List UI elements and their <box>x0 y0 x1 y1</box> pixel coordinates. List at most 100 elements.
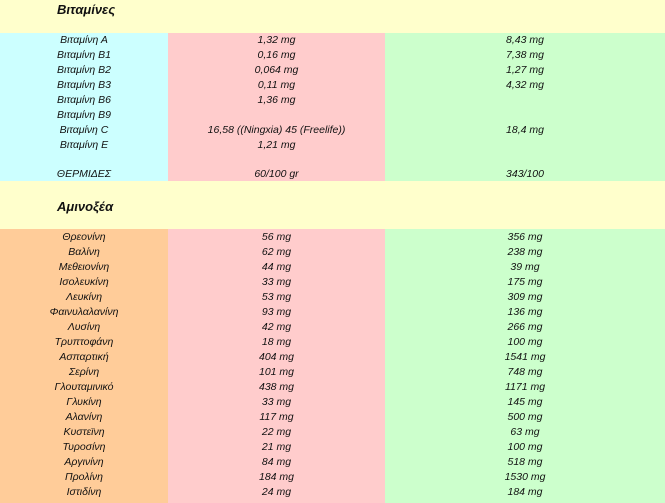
value-2-cell: 343/100 <box>506 168 544 180</box>
value-1-cell: 1,36 mg <box>257 94 296 106</box>
amino-acid-row: Φαινυλαλανίνη 93 mg 136 mg <box>0 305 665 320</box>
amino-acid-row: Προλίνη 184 mg 1530 mg <box>0 470 665 485</box>
amino-acid-row: Ιστιδίνη 24 mg 184 mg <box>0 485 665 500</box>
value-2-cell: 309 mg <box>507 291 543 303</box>
name-cell: Λυσίνη <box>67 321 101 333</box>
value-1-cell: 53 mg <box>261 291 292 303</box>
value-2-cell: 39 mg <box>510 261 540 273</box>
value-1-cell: 33 mg <box>261 276 292 288</box>
name-cell: Βιταμίνη Β3 <box>56 79 112 91</box>
name-cell: Φαινυλαλανίνη <box>49 306 119 318</box>
name-cell: Βιταμίνη Ε <box>59 139 109 151</box>
value-1-cell: 0,064 mg <box>254 64 299 76</box>
value-1-cell: 44 mg <box>261 261 292 273</box>
value-1-cell: 0,16 mg <box>257 49 296 61</box>
value-1-cell: 404 mg <box>258 351 295 363</box>
amino-acid-row: Γλυκίνη 33 mg 145 mg <box>0 395 665 410</box>
value-2-cell: 145 mg <box>507 396 543 408</box>
value-1-cell: 101 mg <box>258 366 295 378</box>
value-2-cell: 100 mg <box>507 336 543 348</box>
name-cell: Βιταμίνη Β9 <box>56 109 112 121</box>
amino-acid-row: Βαλίνη 62 mg 238 mg <box>0 245 665 260</box>
value-1-cell: 184 mg <box>258 471 295 483</box>
value-2-cell: 63 mg <box>510 426 540 438</box>
value-2-cell: 8,43 mg <box>506 34 544 46</box>
value-2-cell: 518 mg <box>507 456 543 468</box>
name-cell: Βιταμίνη Β2 <box>56 64 112 76</box>
value-1-cell: 22 mg <box>261 426 292 438</box>
amino-acid-row: Θρεονίνη 56 mg 356 mg <box>0 230 665 245</box>
value-2-cell: 18,4 mg <box>506 124 544 136</box>
amino-acids-table: Θρεονίνη 56 mg 356 mg Βαλίνη 62 mg 238 mg Μεθε… <box>0 229 665 503</box>
name-cell: Τρυπτοφάνη <box>54 336 114 348</box>
name-cell: Ασπαρτική <box>59 351 109 363</box>
name-cell: Μεθειονίνη <box>58 261 110 273</box>
vitamins-title: Βιταμίνες <box>57 2 116 17</box>
value-2-cell: 356 mg <box>507 231 543 243</box>
vitamin-row: Βιταμίνη Β3 0,11 mg 4,32 mg <box>0 78 665 93</box>
name-cell: Σερίνη <box>68 366 100 378</box>
amino-acid-row: Τυροσίνη 21 mg 100 mg <box>0 440 665 455</box>
value-2-cell: 4,32 mg <box>506 79 544 91</box>
amino-acid-row: Τρυπτοφάνη 18 mg 100 mg <box>0 335 665 350</box>
vitamin-row: Βιταμίνη Β9 <box>0 108 665 123</box>
name-cell: ΘΕΡΜΙΔΕΣ <box>56 168 112 180</box>
value-2-cell: 175 mg <box>507 276 543 288</box>
name-cell: Βιταμίνη Α <box>60 34 108 46</box>
value-column-1 <box>168 229 385 503</box>
value-1-cell: 1,21 mg <box>257 139 296 151</box>
amino-acid-row: Γλουταμινικό 438 mg 1171 mg <box>0 380 665 395</box>
name-cell: Θρεονίνη <box>62 231 106 243</box>
value-1-cell: 1,32 mg <box>257 34 296 46</box>
vitamin-row: Βιταμίνη Β6 1,36 mg <box>0 93 665 108</box>
value-1-cell: 18 mg <box>261 336 292 348</box>
name-column <box>0 33 168 181</box>
calories-row: ΘΕΡΜΙΔΕΣ 60/100 gr 343/100 <box>0 167 665 182</box>
name-cell: Γλυκίνη <box>66 396 102 408</box>
value-1-cell: 56 mg <box>261 231 292 243</box>
name-cell: Βιταμίνη Β6 <box>56 94 112 106</box>
value-1-cell: 33 mg <box>261 396 292 408</box>
vitamin-row: Βιταμίνη Α 1,32 mg 8,43 mg <box>0 33 665 48</box>
name-cell: Προλίνη <box>64 471 104 483</box>
amino-acids-heading: Αμινοξέα <box>0 181 665 229</box>
amino-acid-row: Αργινίνη 84 mg 518 mg <box>0 455 665 470</box>
value-1-cell: 16,58 ((Ningxia) 45 (Freelife)) <box>207 124 346 136</box>
amino-acid-row: Λευκίνη 53 mg 309 mg <box>0 290 665 305</box>
value-1-cell: 60/100 gr <box>254 168 299 180</box>
value-1-cell: 117 mg <box>259 411 294 423</box>
value-2-cell: 7,38 mg <box>506 49 544 61</box>
name-cell: Τυροσίνη <box>62 441 106 453</box>
amino-acid-row: Λυσίνη 42 mg 266 mg <box>0 320 665 335</box>
amino-acid-row: Μεθειονίνη 44 mg 39 mg <box>0 260 665 275</box>
value-1-cell: 93 mg <box>261 306 292 318</box>
name-column <box>0 229 168 503</box>
name-cell: Ιστιδίνη <box>66 486 102 498</box>
value-2-cell: 238 mg <box>507 246 543 258</box>
value-2-cell: 1530 mg <box>504 471 546 483</box>
value-2-cell: 100 mg <box>507 441 543 453</box>
name-cell: Γλουταμινικό <box>54 381 114 393</box>
value-2-cell: 136 mg <box>507 306 543 318</box>
value-1-cell: 438 mg <box>258 381 295 393</box>
vitamin-row: Βιταμίνη C 16,58 ((Ningxia) 45 (Freelife)… <box>0 123 665 138</box>
value-2-cell: 1,27 mg <box>506 64 544 76</box>
name-cell: Αργινίνη <box>64 456 104 468</box>
value-1-cell: 84 mg <box>261 456 292 468</box>
name-cell: Βαλίνη <box>68 246 100 258</box>
amino-acid-row: Κυστεϊνη 22 mg 63 mg <box>0 425 665 440</box>
value-column-2 <box>385 33 665 181</box>
value-2-cell: 266 mg <box>507 321 543 333</box>
value-column-1 <box>168 33 385 181</box>
vitamin-row: Βιταμίνη Ε 1,21 mg <box>0 138 665 153</box>
value-2-cell: 1541 mg <box>504 351 546 363</box>
name-cell: Κυστεϊνη <box>63 426 105 438</box>
value-column-2 <box>385 229 665 503</box>
vitamin-row: Βιταμίνη Β2 0,064 mg 1,27 mg <box>0 63 665 78</box>
name-cell: Λευκίνη <box>65 291 103 303</box>
vitamins-heading: Βιταμίνες <box>0 0 665 33</box>
name-cell: Βιταμίνη Β1 <box>56 49 112 61</box>
value-1-cell: 21 mg <box>261 441 292 453</box>
value-2-cell: 184 mg <box>507 486 543 498</box>
vitamin-row: Βιταμίνη Β1 0,16 mg 7,38 mg <box>0 48 665 63</box>
